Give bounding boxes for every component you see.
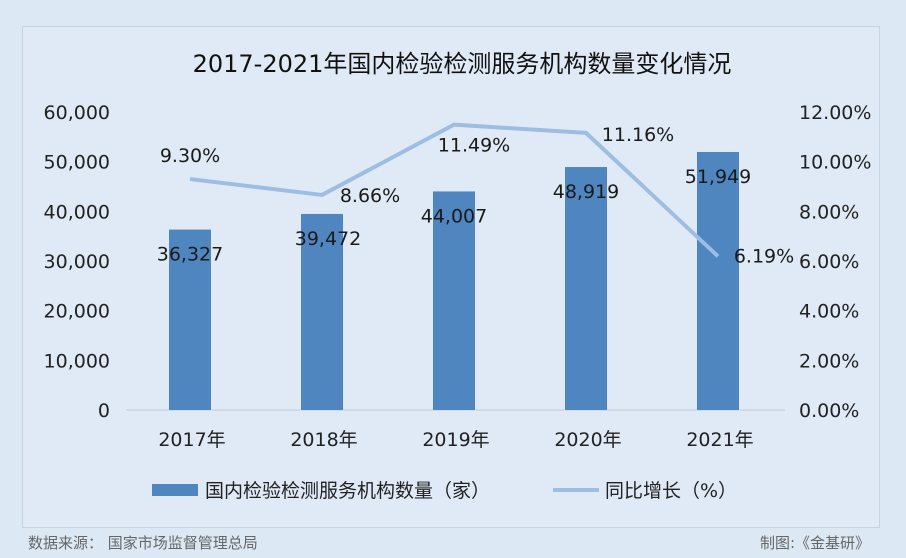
bar bbox=[169, 229, 211, 410]
right-tick-label: 6.00% bbox=[799, 251, 859, 273]
x-tick-label: 2017年 bbox=[158, 429, 225, 451]
left-tick-label: 60,000 bbox=[44, 102, 110, 124]
bar bbox=[565, 167, 607, 410]
legend-label-bar: 国内检验检测服务机构数量（家） bbox=[205, 480, 490, 502]
bar-data-label: 48,919 bbox=[553, 181, 619, 203]
line-series bbox=[189, 122, 720, 258]
x-tick-label: 2021年 bbox=[686, 429, 753, 451]
left-tick-label: 40,000 bbox=[44, 201, 110, 223]
x-tick-label: 2018年 bbox=[290, 429, 357, 451]
bar-data-label: 36,327 bbox=[157, 244, 223, 266]
line-data-label: 6.19% bbox=[734, 245, 794, 267]
left-tick-label: 50,000 bbox=[44, 152, 110, 174]
growth-line bbox=[189, 122, 720, 258]
left-axis: 0 10,000 20,000 30,000 40,000 50,000 60,000 bbox=[44, 102, 110, 422]
bar bbox=[301, 213, 343, 410]
line-data-label: 8.66% bbox=[340, 185, 400, 207]
data-source: 数据来源： 国家市场监督管理总局 bbox=[28, 534, 258, 552]
left-tick-label: 20,000 bbox=[44, 301, 110, 323]
left-tick-label: 30,000 bbox=[44, 251, 110, 273]
x-axis: 2017年 2018年 2019年 2020年 2021年 bbox=[158, 429, 753, 451]
line-data-label: 11.16% bbox=[602, 124, 674, 146]
left-tick-label: 10,000 bbox=[44, 350, 110, 372]
right-tick-label: 4.00% bbox=[799, 301, 859, 323]
x-tick-label: 2019年 bbox=[422, 429, 489, 451]
chart-credit: 制图:《金基研》 bbox=[759, 534, 870, 552]
bar-data-label: 44,007 bbox=[421, 205, 487, 227]
right-tick-label: 2.00% bbox=[799, 350, 859, 372]
right-tick-label: 12.00% bbox=[799, 102, 871, 124]
line-labels: 9.30% 8.66% 11.49% 11.16% 6.19% bbox=[160, 124, 794, 267]
legend-swatch-bar bbox=[152, 484, 198, 496]
bar bbox=[697, 151, 739, 410]
x-tick-label: 2020年 bbox=[554, 429, 621, 451]
bar-series bbox=[169, 151, 739, 410]
right-axis: 0.00% 2.00% 4.00% 6.00% 8.00% 10.00% 12.00% bbox=[799, 102, 871, 422]
bar bbox=[433, 191, 475, 410]
line-data-label: 11.49% bbox=[438, 135, 510, 157]
chart-title: 2017-2021年国内检验检测服务机构数量变化情况 bbox=[193, 50, 732, 78]
right-tick-label: 10.00% bbox=[799, 152, 871, 174]
legend: 国内检验检测服务机构数量（家） 同比增长（%） bbox=[152, 480, 737, 502]
legend-label-line: 同比增长（%） bbox=[605, 480, 737, 502]
bar-data-label: 51,949 bbox=[685, 166, 751, 188]
line-data-label: 9.30% bbox=[160, 145, 220, 167]
bar-data-label: 39,472 bbox=[295, 228, 361, 250]
bar-labels: 36,327 39,472 44,007 48,919 51,949 bbox=[157, 166, 751, 266]
right-tick-label: 0.00% bbox=[799, 400, 859, 422]
left-tick-label: 0 bbox=[98, 400, 110, 422]
right-tick-label: 8.00% bbox=[799, 201, 859, 223]
